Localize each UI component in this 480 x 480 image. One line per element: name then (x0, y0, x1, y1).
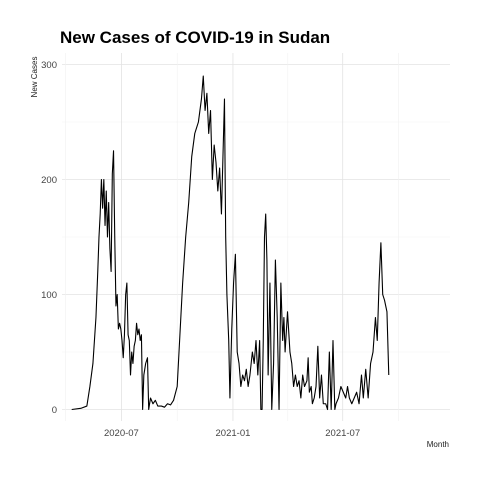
y-tick-label: 300 (41, 60, 57, 71)
y-tick-label: 100 (41, 290, 57, 301)
series-line-new-cases (71, 75, 390, 411)
series-layer (71, 75, 390, 411)
x-tick-label: 2021-07 (325, 428, 360, 439)
y-tick-label: 200 (41, 175, 57, 186)
x-axis-label: Month (427, 440, 449, 449)
y-axis-ticks: 0 100 200 300 (41, 60, 57, 416)
y-tick-label: 0 (52, 405, 57, 416)
x-tick-label: 2021-01 (216, 428, 251, 439)
grid (62, 53, 450, 421)
x-axis-ticks: 2020-07 2021-01 2021-07 (104, 428, 360, 439)
y-axis-label: New Cases (30, 57, 39, 98)
chart-title: New Cases of COVID-19 in Sudan (60, 28, 330, 47)
x-tick-label: 2020-07 (104, 428, 139, 439)
